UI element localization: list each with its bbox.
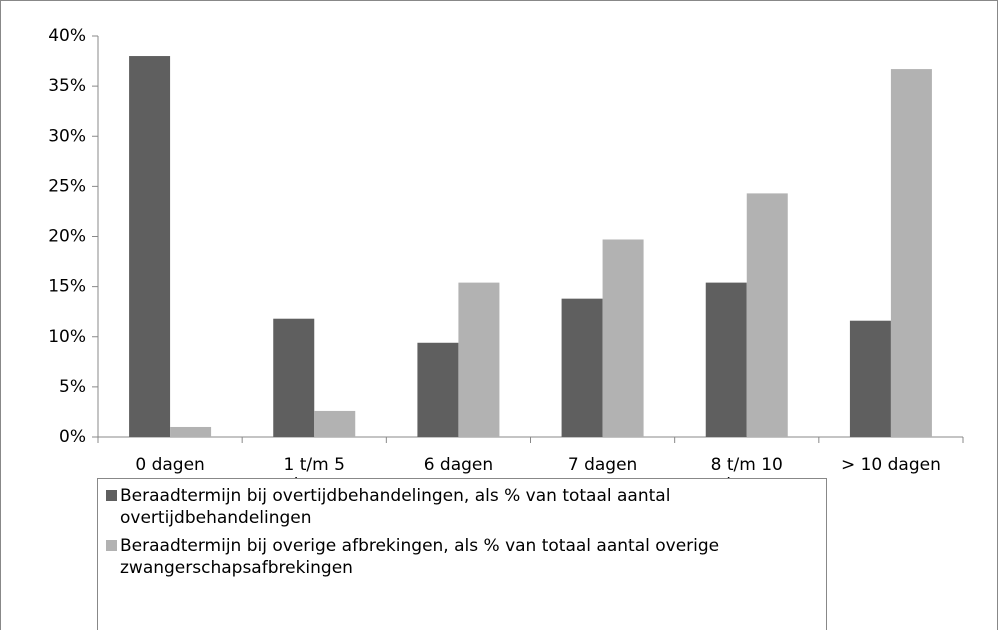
legend-entry: Beraadtermijn bij overtijdbehandelingen,… [106, 485, 818, 529]
bar [746, 193, 788, 437]
legend: Beraadtermijn bij overtijdbehandelingen,… [97, 478, 827, 630]
bar [458, 282, 500, 437]
y-tick-label: 20% [48, 227, 86, 247]
bar [705, 282, 747, 437]
y-tick-label: 0% [59, 427, 86, 447]
bar [170, 426, 212, 437]
bar [314, 410, 356, 437]
x-tick-label: 7 dagen [568, 455, 637, 475]
y-tick-label: 35% [48, 76, 86, 96]
y-tick-label: 25% [48, 176, 86, 196]
bar [602, 239, 644, 437]
y-tick-label: 5% [59, 377, 86, 397]
legend-label: Beraadtermijn bij overtijdbehandelingen,… [120, 486, 671, 528]
bar [849, 320, 891, 437]
bar [890, 69, 932, 438]
legend-label: Beraadtermijn bij overige afbrekingen, a… [120, 536, 720, 578]
x-tick-label: 6 dagen [424, 455, 493, 475]
legend-entry: Beraadtermijn bij overige afbrekingen, a… [106, 535, 818, 579]
y-tick-label: 40% [48, 26, 86, 46]
bar [129, 56, 171, 438]
bar [561, 298, 603, 437]
x-tick-label: > 10 dagen [841, 455, 941, 475]
y-tick-label: 10% [48, 327, 86, 347]
y-tick-label: 15% [48, 277, 86, 297]
legend-swatch [106, 540, 117, 551]
x-tick-label: 0 dagen [135, 455, 204, 475]
bar [273, 318, 315, 437]
legend-swatch [106, 490, 117, 501]
y-tick-label: 30% [48, 126, 86, 146]
bar [417, 342, 459, 437]
